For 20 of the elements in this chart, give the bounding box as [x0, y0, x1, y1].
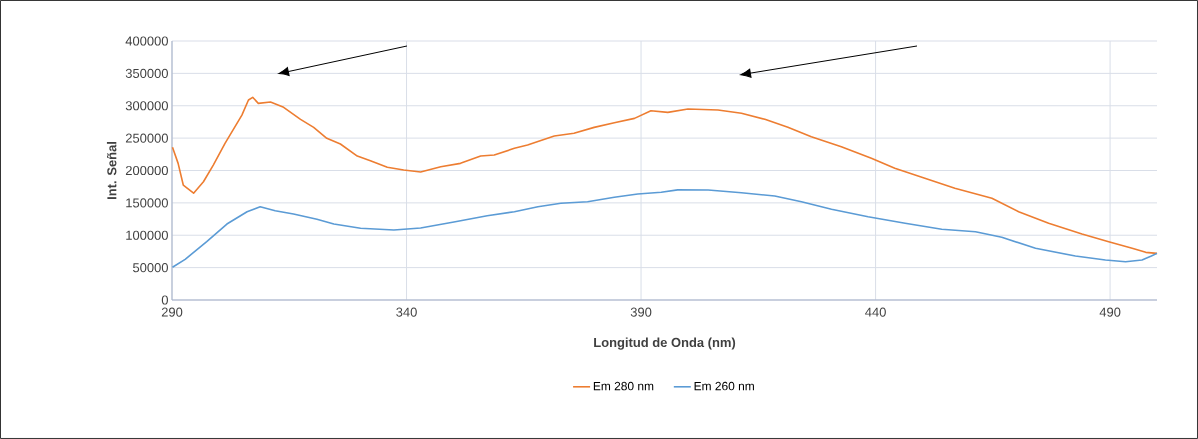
x-tick-label: 340 — [396, 307, 417, 317]
y-tick-label: 0 — [161, 295, 168, 305]
x-tick-label: 490 — [1099, 307, 1121, 317]
x-tick-label: 290 — [161, 307, 183, 317]
x-axis-title: Longitud de Onda (nm) — [594, 337, 736, 350]
line-series — [171, 189, 1158, 269]
y-tick-label: 100000 — [126, 230, 168, 240]
y-axis-title: Int. Señal — [106, 142, 117, 200]
y-tick-label: 350000 — [125, 68, 168, 78]
y-tick-label: 50000 — [132, 263, 168, 273]
x-tick-label: 390 — [630, 307, 652, 317]
y-tick-label: 200000 — [125, 165, 168, 176]
y-tick-label: 250000 — [125, 133, 168, 143]
y-tick-label: 150000 — [126, 198, 168, 208]
legend-label: Em 260 nm — [694, 381, 754, 391]
y-tick-label: 300000 — [125, 101, 168, 111]
y-tick-label: 400000 — [125, 36, 168, 46]
x-tick-label: 440 — [865, 307, 886, 317]
line-series — [171, 96, 1158, 255]
legend-label: Em 280 nm — [593, 381, 654, 391]
